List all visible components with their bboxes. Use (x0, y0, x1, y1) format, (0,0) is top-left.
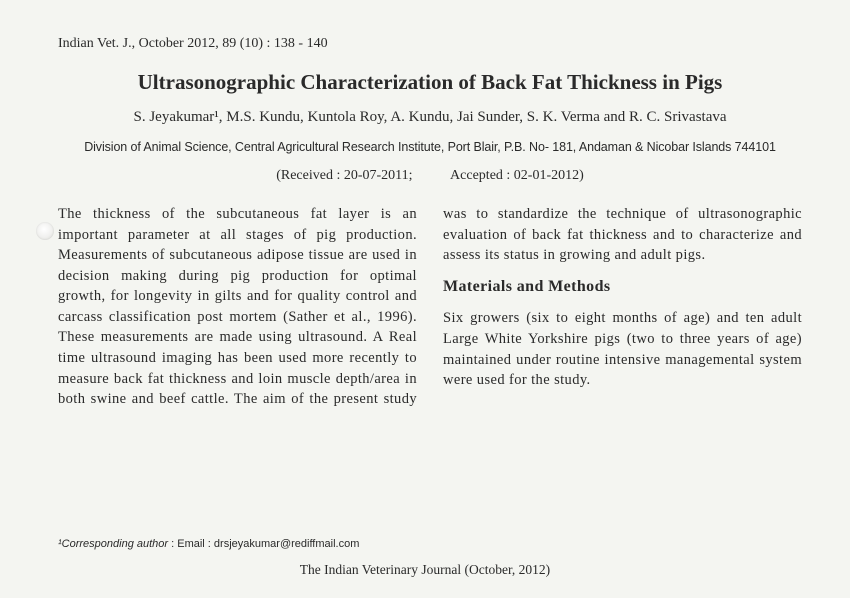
methods-paragraph: Six growers (six to eight months of age)… (443, 308, 802, 390)
page-footer: The Indian Veterinary Journal (October, … (0, 562, 850, 578)
affiliation: Division of Animal Science, Central Agri… (58, 140, 802, 154)
accepted-date: Accepted : 02-01-2012) (450, 168, 584, 184)
body-columns: The thickness of the subcutaneous fat la… (58, 204, 802, 410)
hole-punch (36, 222, 54, 240)
article-title: Ultrasonographic Characterization of Bac… (58, 70, 802, 95)
dates-line: (Received : 20-07-2011; Accepted : 02-01… (58, 168, 802, 184)
footnote-text: : Email : drsjeyakumar@rediffmail.com (168, 538, 359, 550)
corresponding-author-footnote: ¹Corresponding author : Email : drsjeyak… (58, 538, 359, 550)
section-heading-methods: Materials and Methods (443, 276, 802, 299)
received-date: (Received : 20-07-2011; (276, 168, 412, 184)
footnote-label: ¹Corresponding author (58, 538, 168, 550)
author-list: S. Jeyakumar¹, M.S. Kundu, Kuntola Roy, … (58, 109, 802, 126)
journal-citation: Indian Vet. J., October 2012, 89 (10) : … (58, 36, 802, 52)
